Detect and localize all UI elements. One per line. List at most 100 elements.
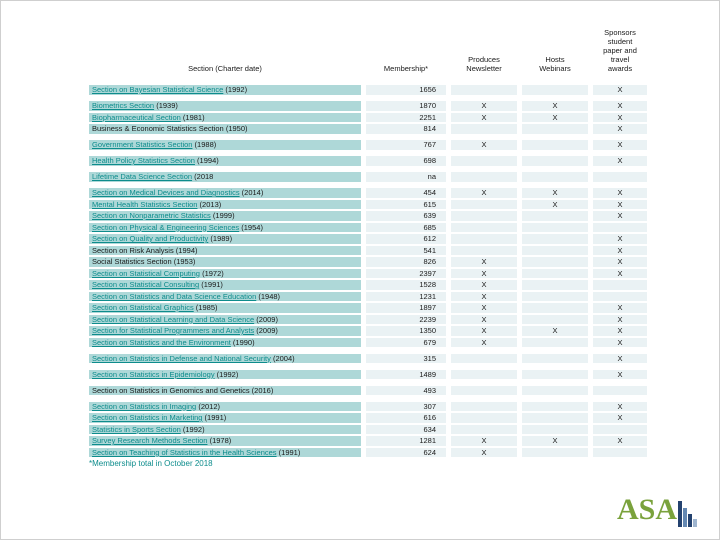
section-link[interactable]: Section on Statistical Graphics (92, 303, 194, 312)
newsletter-mark: X (451, 291, 517, 301)
section-link[interactable]: Section on Statistical Consulting (92, 280, 200, 289)
section-link[interactable]: Section on Quality and Productivity (92, 234, 209, 243)
newsletter-mark: X (451, 112, 517, 122)
charter-date: (2009) (254, 326, 278, 335)
membership-value: 1528 (366, 280, 446, 290)
section-link[interactable]: Section on Medical Devices and Diagnosti… (92, 188, 240, 197)
section-link[interactable]: Section on Statistical Learning and Data… (92, 314, 255, 324)
webinars-mark (522, 447, 588, 457)
section-link[interactable]: Section on Statistics in Imaging (92, 401, 197, 411)
membership-value: 1489 (366, 369, 446, 379)
section-name-cell: Section on Bayesian Statistical Science … (89, 85, 361, 95)
header-sponsors: Sponsors student paper and travel awards (603, 28, 637, 73)
charter-date: (1992) (214, 369, 239, 379)
newsletter-mark (451, 199, 517, 209)
charter-date: (1991) (202, 413, 227, 422)
webinars-mark (522, 303, 588, 313)
section-link[interactable]: Biometrics Section (92, 101, 155, 110)
section-link[interactable]: Health Policy Statistics Section (92, 156, 195, 165)
section-link[interactable]: Section on Statistical Computing (92, 268, 200, 278)
section-link[interactable]: Section on Teaching of Statistics in the… (92, 447, 277, 457)
charter-date: (1990) (230, 337, 255, 347)
section-link[interactable]: Section for Statistical Programmers and … (92, 326, 255, 335)
sponsors-mark: X (593, 326, 647, 336)
section-link[interactable]: Section on Bayesian Statistical Science (92, 85, 224, 94)
sponsors-mark: X (593, 199, 647, 209)
section-name-cell: Survey Research Methods Section (1978) (89, 436, 361, 446)
section-link[interactable]: Mental Health Statistics Section (92, 199, 198, 209)
section-link[interactable]: Survey Research Methods Section (92, 436, 208, 445)
section-link: Social Statistics Section (92, 257, 172, 266)
charter-date: (1981) (180, 112, 205, 122)
sponsors-mark: X (593, 234, 647, 244)
table-body: Section on Bayesian Statistical Science … (89, 85, 647, 457)
section-name-cell: Section on Statistics in Genomics and Ge… (89, 385, 361, 395)
section-link[interactable]: Lifetime Data Science Section (92, 172, 193, 181)
section-name-cell: Section on Risk Analysis (1994) (89, 245, 361, 255)
section-link[interactable]: Section on Statistics and the Environmen… (92, 337, 231, 347)
table-row: Health Policy Statistics Section (1994) … (89, 156, 647, 166)
newsletter-mark (451, 172, 517, 182)
membership-value: 493 (366, 385, 446, 395)
webinars-mark (522, 156, 588, 166)
section-link[interactable]: Section on Statistics and Data Science E… (92, 291, 257, 301)
charter-date: (1939) (154, 101, 178, 110)
section-link[interactable]: Section on Statistics in Defense and Nat… (92, 353, 271, 363)
newsletter-mark (451, 245, 517, 255)
section-link[interactable]: Section on Statistics in Epidemiology (92, 369, 215, 379)
membership-value: 307 (366, 401, 446, 411)
membership-value: 541 (366, 245, 446, 255)
newsletter-mark: X (451, 326, 517, 336)
sponsors-mark: X (593, 245, 647, 255)
charter-date: (1953) (171, 257, 196, 266)
table-row: Section on Statistical Consulting (1991)… (89, 280, 647, 290)
asa-logo: ASA (617, 495, 697, 527)
section-link: Section on Statistics in Genomics and Ge… (92, 385, 250, 395)
charter-date: (2012) (196, 401, 220, 411)
newsletter-mark: X (451, 303, 517, 313)
charter-date: (2014) (239, 188, 264, 197)
section-name-cell: Section on Statistics and the Environmen… (89, 337, 361, 347)
section-link[interactable]: Statistics in Sports Section (92, 424, 181, 434)
table-row: Section on Risk Analysis (1994) 541 X (89, 245, 647, 255)
newsletter-mark: X (451, 314, 517, 324)
table-row: Section on Statistics in Defense and Nat… (89, 353, 647, 363)
sponsors-mark: X (593, 268, 647, 278)
section-name-cell: Section on Statistical Consulting (1991) (89, 280, 361, 290)
table-row: Section on Statistics in Imaging (2012) … (89, 401, 647, 411)
webinars-mark (522, 413, 588, 423)
membership-value: 1897 (366, 303, 446, 313)
table-row: Section on Quality and Productivity (198… (89, 234, 647, 244)
section-name-cell: Section on Statistical Learning and Data… (89, 314, 361, 324)
table-row: Section on Nonparametric Statistics (199… (89, 211, 647, 221)
newsletter-mark (451, 156, 517, 166)
section-name-cell: Section on Statistics in Marketing (1991… (89, 413, 361, 423)
section-name-cell: Lifetime Data Science Section (2018 (89, 172, 361, 182)
webinars-mark (522, 280, 588, 290)
section-link[interactable]: Government Statistics Section (92, 140, 193, 149)
charter-date: (2016) (249, 385, 274, 395)
section-link[interactable]: Section on Nonparametric Statistics (92, 211, 211, 220)
sponsors-mark (593, 172, 647, 182)
section-link[interactable]: Section on Statistics in Marketing (92, 413, 203, 422)
section-name-cell: Section on Medical Devices and Diagnosti… (89, 188, 361, 198)
sponsors-mark: X (593, 85, 647, 95)
newsletter-mark: X (451, 188, 517, 198)
sponsors-mark: X (593, 257, 647, 267)
sponsors-mark: X (593, 337, 647, 347)
table-row: Section on Statistical Learning and Data… (89, 314, 647, 324)
newsletter-mark (451, 234, 517, 244)
table-header-row: Section (Charter date) Membership* Produ… (89, 11, 647, 73)
membership-value: 454 (366, 188, 446, 198)
section-link[interactable]: Section on Physical & Engineering Scienc… (92, 222, 240, 232)
webinars-mark: X (522, 326, 588, 336)
section-link[interactable]: Biopharmaceutical Section (92, 112, 181, 122)
section-name-cell: Section on Teaching of Statistics in the… (89, 447, 361, 457)
newsletter-mark: X (451, 101, 517, 111)
table-row: Survey Research Methods Section (1978) 1… (89, 436, 647, 446)
section-name-cell: Section on Statistics in Imaging (2012) (89, 401, 361, 411)
sponsors-mark (593, 385, 647, 395)
membership-value: 698 (366, 156, 446, 166)
newsletter-mark (451, 211, 517, 221)
section-name-cell: Section for Statistical Programmers and … (89, 326, 361, 336)
